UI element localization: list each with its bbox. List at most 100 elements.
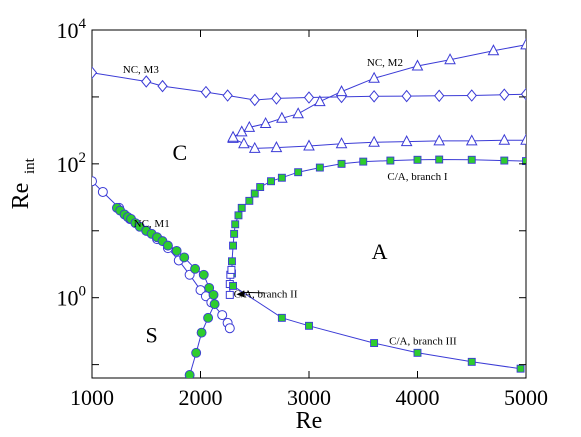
nc-m3-point xyxy=(499,88,510,101)
series-ca-branch-iii xyxy=(229,281,525,373)
nc-m3-point xyxy=(520,87,526,101)
ca-branch-i-point xyxy=(386,156,395,165)
x-tick-label: 4000 xyxy=(396,385,440,410)
series-nc-m2-upper xyxy=(227,38,526,142)
ca-branch-iii-point xyxy=(277,313,286,322)
nc-m2-upper-point xyxy=(243,120,256,132)
ca-branch-iii-point xyxy=(370,339,379,348)
labels-layer: C A S NC, M3 NC, M2 NC, M1 C/A, branch I C/A, b… xyxy=(123,57,457,347)
nc-m1-green-point xyxy=(191,347,202,358)
nc-m3-point xyxy=(222,89,233,102)
x-tick-label: 3000 xyxy=(287,385,331,410)
ca-branch-i-point xyxy=(337,159,346,168)
nc-m2-lower-point xyxy=(433,134,446,146)
nc-m2-lower-point xyxy=(465,134,478,146)
ca-branch-i-point xyxy=(294,168,303,177)
ca-branch-ii-point xyxy=(227,265,236,274)
ca-branch-iii-point xyxy=(413,348,422,357)
ca-branch-i-point xyxy=(315,163,324,172)
ca-branch-iii-point xyxy=(467,357,476,366)
nc-m1-point xyxy=(97,186,108,197)
nc-m3-point xyxy=(92,66,98,80)
nc-m2-lower-point xyxy=(368,135,380,147)
nc-m2-upper-point xyxy=(227,130,239,142)
nc-m1-point xyxy=(92,176,97,187)
ca-branch-i-point xyxy=(500,156,509,165)
y-axis-label-sub: int xyxy=(22,157,38,174)
nc-m2-lower-point xyxy=(303,139,315,151)
nc-m1-green-point xyxy=(162,240,173,251)
annotation-arrowhead xyxy=(236,290,245,298)
ca-branch-i-point xyxy=(413,155,422,164)
ca-branch-iii-point xyxy=(305,321,313,330)
ca-branch-ii-point xyxy=(225,290,234,299)
nc-m1-green-point xyxy=(198,269,209,280)
ca-branch-iii-point xyxy=(229,281,238,290)
nc-m3-point xyxy=(434,89,445,103)
nc-m2-upper-point xyxy=(411,59,424,71)
region-label-a: A xyxy=(372,239,388,264)
ca-branch-i-point xyxy=(237,203,246,212)
ca-branch-i-point xyxy=(277,173,286,182)
nc-m3-point xyxy=(466,89,477,102)
nc-m3-point xyxy=(303,91,315,104)
nc-m3-point xyxy=(401,89,412,103)
series-nc-m2-lower xyxy=(227,131,526,153)
ca-branch-i-point xyxy=(267,177,275,186)
nc-m1-green-point xyxy=(204,282,215,293)
ca-branch-i-point xyxy=(522,157,526,166)
series-label: C/A, branch III xyxy=(389,335,457,347)
nc-m3-point xyxy=(249,93,260,107)
nc-m1-green-point xyxy=(196,327,207,338)
nc-m2-lower-point xyxy=(400,135,413,147)
nc-m1-green-point xyxy=(190,263,201,274)
y-tick-label: 100 xyxy=(57,284,87,311)
nc-m2-upper-point xyxy=(276,111,288,123)
y-axis-label: Re int xyxy=(8,157,38,209)
nc-m2-upper-point xyxy=(292,107,304,119)
nc-m2-lower-point xyxy=(335,137,348,149)
ca-branch-i-point xyxy=(467,155,476,164)
series-label: C/A, branch II xyxy=(234,289,298,301)
ca-branch-i-point xyxy=(256,183,265,192)
nc-m2-upper-point xyxy=(487,44,500,56)
nc-m1-green-point xyxy=(203,312,214,323)
nc-m2-lower-point xyxy=(498,133,511,145)
nc-m1-point xyxy=(217,310,228,321)
nc-m1-point xyxy=(224,323,235,334)
y-axis-label-base: Re xyxy=(8,183,34,210)
nc-m2-upper-point xyxy=(444,53,456,65)
series-label: NC, M3 xyxy=(123,64,160,76)
ca-branch-i-point xyxy=(435,155,444,164)
ca-branch-iii-point xyxy=(516,364,525,373)
nc-m2-lower-point xyxy=(270,141,283,153)
series-nc-m1-green xyxy=(112,202,220,378)
ca-branch-i-point xyxy=(229,241,238,250)
ca-branch-i-point xyxy=(234,211,243,220)
nc-m2-lower-point xyxy=(238,137,250,149)
ca-branch-i-point xyxy=(230,229,239,238)
nc-m2-upper-point xyxy=(335,85,348,97)
region-label-s: S xyxy=(146,323,158,348)
ca-branch-i-point xyxy=(228,257,236,266)
ca-branch-i-point xyxy=(359,157,368,166)
x-axis-label: Re xyxy=(296,408,323,434)
series-line-ca-branch-i xyxy=(231,158,526,274)
nc-m3-point xyxy=(141,75,152,88)
ca-branch-i-point xyxy=(245,196,254,205)
nc-m2-lower-point xyxy=(520,133,526,145)
nc-m2-lower-point xyxy=(248,141,261,153)
ca-branch-i-point xyxy=(231,220,240,229)
nc-m3-point xyxy=(368,90,380,103)
nc-m2-upper-point xyxy=(368,71,380,83)
nc-m3-point xyxy=(157,79,168,93)
series-label: NC, M1 xyxy=(134,218,170,230)
y-tick-label: 102 xyxy=(57,150,87,177)
region-label-c: C xyxy=(173,140,188,165)
x-tick-label: 5000 xyxy=(504,385,548,410)
series-ca-branch-i xyxy=(228,155,526,278)
nc-m1-green-point xyxy=(179,252,190,263)
nc-m2-upper-point xyxy=(314,95,326,107)
nc-m3-point xyxy=(271,92,282,105)
nc-m2-upper-point xyxy=(520,38,526,50)
